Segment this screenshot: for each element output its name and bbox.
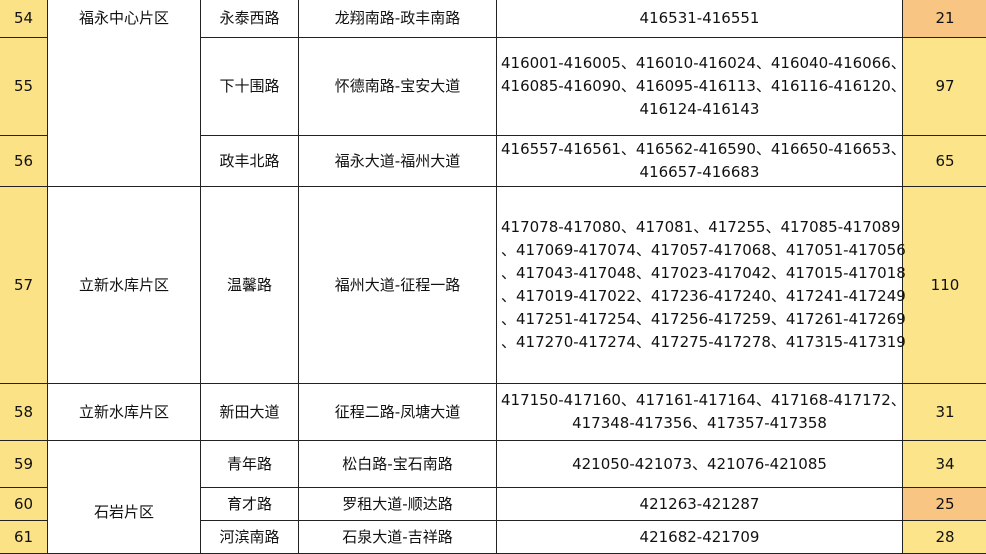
area-name: 立新水库片区 — [48, 384, 201, 441]
row-number: 55 — [0, 38, 48, 136]
code-range-line: 416085-416090、416095-416113、416116-41612… — [501, 75, 898, 98]
postal-code-ranges: 416531-416551 — [497, 0, 903, 38]
code-range-line: 、417069-417074、417057-417068、417051-4170… — [501, 239, 898, 262]
count-cell: 34 — [903, 441, 986, 488]
code-range-line: 417078-417080、417081、417255、417085-41708… — [501, 216, 898, 239]
code-range-line: 、417270-417274、417275-417278、417315-4173… — [501, 331, 898, 354]
road-section: 福州大道-征程一路 — [299, 187, 497, 384]
count-cell: 25 — [903, 488, 986, 521]
road-name: 新田大道 — [201, 384, 299, 441]
road-section: 征程二路-凤塘大道 — [299, 384, 497, 441]
code-range-line: 、417251-417254、417256-417259、417261-4172… — [501, 308, 898, 331]
row-number: 58 — [0, 384, 48, 441]
road-section: 福永大道-福州大道 — [299, 136, 497, 187]
road-name: 河滨南路 — [201, 521, 299, 554]
code-range-line: 417150-417160、417161-417164、417168-41717… — [501, 389, 898, 412]
postal-code-ranges: 416557-416561、416562-416590、416650-41665… — [497, 136, 903, 187]
count-cell: 110 — [903, 187, 986, 384]
code-range-line: 416001-416005、416010-416024、416040-41606… — [501, 52, 898, 75]
postal-code-ranges: 421263-421287 — [497, 488, 903, 521]
road-section: 龙翔南路-政丰南路 — [299, 0, 497, 38]
row-number: 60 — [0, 488, 48, 521]
postal-code-ranges: 417150-417160、417161-417164、417168-41717… — [497, 384, 903, 441]
area-name: 石岩片区 — [48, 441, 201, 554]
postal-code-ranges: 417078-417080、417081、417255、417085-41708… — [497, 187, 903, 384]
row-number: 54 — [0, 0, 48, 38]
code-range-line: 417348-417356、417357-417358 — [501, 412, 898, 435]
code-range-line: 416124-416143 — [501, 98, 898, 121]
code-range-line: 、417019-417022、417236-417240、417241-4172… — [501, 285, 898, 308]
road-section: 松白路-宝石南路 — [299, 441, 497, 488]
road-name: 青年路 — [201, 441, 299, 488]
count-cell: 31 — [903, 384, 986, 441]
road-name: 永泰西路 — [201, 0, 299, 38]
road-section: 石泉大道-吉祥路 — [299, 521, 497, 554]
road-name: 温馨路 — [201, 187, 299, 384]
code-range-line: 416531-416551 — [501, 7, 898, 30]
code-range-line: 416657-416683 — [501, 161, 898, 184]
area-name: 福永中心片区 — [48, 0, 201, 187]
row-number: 57 — [0, 187, 48, 384]
postal-code-ranges: 421050-421073、421076-421085 — [497, 441, 903, 488]
road-name: 政丰北路 — [201, 136, 299, 187]
row-number: 59 — [0, 441, 48, 488]
code-range-line: 421050-421073、421076-421085 — [501, 453, 898, 476]
row-number: 56 — [0, 136, 48, 187]
count-cell: 21 — [903, 0, 986, 38]
code-range-line: 416557-416561、416562-416590、416650-41665… — [501, 138, 898, 161]
road-section: 怀德南路-宝安大道 — [299, 38, 497, 136]
count-cell: 65 — [903, 136, 986, 187]
code-range-line: 421263-421287 — [501, 493, 898, 516]
code-range-line: 、417043-417048、417023-417042、417015-4170… — [501, 262, 898, 285]
code-range-line: 421682-421709 — [501, 526, 898, 549]
postal-code-ranges: 421682-421709 — [497, 521, 903, 554]
postal-code-ranges: 416001-416005、416010-416024、416040-41606… — [497, 38, 903, 136]
row-number: 61 — [0, 521, 48, 554]
road-name: 下十围路 — [201, 38, 299, 136]
road-section: 罗租大道-顺达路 — [299, 488, 497, 521]
count-cell: 97 — [903, 38, 986, 136]
count-cell: 28 — [903, 521, 986, 554]
area-name: 立新水库片区 — [48, 187, 201, 384]
road-name: 育才路 — [201, 488, 299, 521]
